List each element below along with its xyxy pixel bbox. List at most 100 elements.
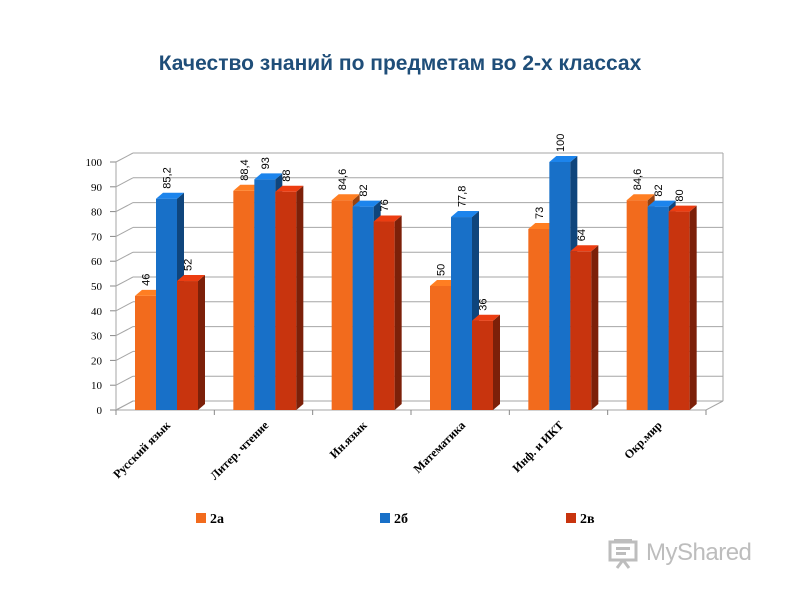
category-label: Математика — [410, 418, 468, 476]
data-label: 52 — [183, 259, 195, 271]
grid-line-side — [115, 251, 134, 262]
grid-line-side — [115, 152, 134, 163]
chart-title: Качество знаний по предметам во 2-х клас… — [158, 52, 642, 75]
data-labels: 46 85,2 52 88,4 93 88 84,6 82 76 50 77,8 36 73 100 64 8… — [141, 134, 687, 311]
bar-top — [177, 275, 205, 282]
bar-front — [352, 206, 374, 410]
bar-front — [626, 200, 648, 410]
data-label: 84,6 — [337, 169, 349, 190]
category-label: Литер. чтение — [207, 418, 272, 483]
bar-side — [198, 275, 205, 410]
bar-top — [668, 205, 697, 212]
category-label: Инф. и ИКТ — [510, 418, 567, 475]
y-tick-label: 100 — [86, 157, 103, 169]
bar-front — [135, 295, 156, 410]
grid-lines — [115, 152, 723, 411]
bar — [177, 275, 205, 410]
data-label: 93 — [260, 157, 272, 169]
category-label: Окр.мир — [621, 418, 665, 462]
bar-front — [647, 206, 669, 410]
bar-front — [275, 191, 297, 410]
y-tick-label: 20 — [91, 355, 103, 367]
legend-swatch — [380, 513, 390, 523]
y-tick-label: 40 — [91, 306, 103, 318]
presentation-board-icon — [608, 539, 638, 569]
watermark: MyShared — [608, 536, 752, 570]
data-label: 88,4 — [239, 159, 251, 180]
y-tick-label: 50 — [91, 281, 103, 293]
legend-label: 2б — [394, 512, 408, 527]
y-tick-label: 60 — [91, 256, 103, 268]
legend-label: 2а — [210, 512, 224, 527]
grid-line-side — [115, 276, 134, 287]
bar-side — [493, 314, 500, 410]
bar-top — [549, 156, 578, 162]
watermark-text: MyShared — [646, 539, 752, 566]
bar-front — [331, 200, 353, 410]
bar-front — [233, 190, 255, 410]
data-label: 82 — [358, 184, 370, 196]
bar-side — [591, 245, 599, 410]
bar-front — [668, 211, 690, 410]
bar-front — [177, 281, 198, 410]
data-label: 84,6 — [632, 169, 644, 190]
data-label: 73 — [534, 207, 546, 219]
data-label: 50 — [436, 264, 448, 276]
data-label: 80 — [674, 189, 686, 201]
data-label: 100 — [555, 134, 567, 152]
y-tick-label: 70 — [91, 231, 103, 243]
legend-swatch — [196, 513, 206, 523]
data-label: 82 — [653, 184, 665, 196]
grid-line-side — [115, 301, 134, 312]
data-label: 76 — [379, 199, 391, 211]
y-tick-label: 80 — [91, 207, 103, 219]
bar-top — [647, 200, 676, 207]
legend: 2а 2б 2в — [196, 512, 595, 527]
grid-line-side — [115, 375, 134, 386]
data-label: 77,8 — [457, 186, 469, 207]
bar-front — [254, 179, 276, 410]
bar-side — [296, 185, 304, 410]
data-label: 64 — [576, 229, 588, 241]
bar-front — [472, 320, 493, 410]
bar — [472, 314, 500, 410]
grid-line-side — [115, 226, 134, 237]
bar-front — [451, 217, 472, 410]
bar — [373, 215, 402, 410]
category-labels: Русский язык Литер. чтение Ин.язык Математи… — [110, 418, 665, 483]
data-label: 85,2 — [162, 167, 174, 188]
legend-item: 2а — [196, 512, 224, 527]
bar — [275, 185, 304, 410]
bar-side — [394, 215, 402, 410]
legend-item: 2в — [566, 512, 595, 527]
bar — [668, 205, 697, 410]
bar-front — [528, 228, 550, 410]
bar-top — [373, 215, 402, 222]
grid-line-side — [115, 350, 134, 361]
data-label: 88 — [281, 170, 293, 182]
y-tick-label: 30 — [91, 331, 103, 343]
bars — [135, 156, 697, 410]
bar-top — [570, 245, 599, 252]
legend-label: 2в — [580, 512, 595, 527]
bar-side — [689, 205, 697, 410]
grid-line-side — [115, 177, 134, 188]
bar-front — [570, 251, 592, 410]
bar-front — [156, 198, 177, 410]
bar-top — [451, 211, 479, 218]
bar-top — [472, 314, 500, 321]
grid-line-side — [115, 202, 134, 213]
bar-top — [626, 194, 655, 201]
bar-top — [352, 200, 381, 207]
bar-front — [549, 162, 571, 410]
data-label: 36 — [478, 298, 490, 310]
legend-swatch — [566, 513, 576, 523]
grid-line-side — [115, 326, 134, 337]
y-tick-label: 0 — [97, 405, 103, 417]
bar-front — [430, 286, 451, 410]
y-tick-label: 90 — [91, 182, 103, 194]
bar-top — [275, 185, 304, 192]
bar-front — [373, 221, 395, 410]
y-tick-label: 10 — [91, 380, 103, 392]
